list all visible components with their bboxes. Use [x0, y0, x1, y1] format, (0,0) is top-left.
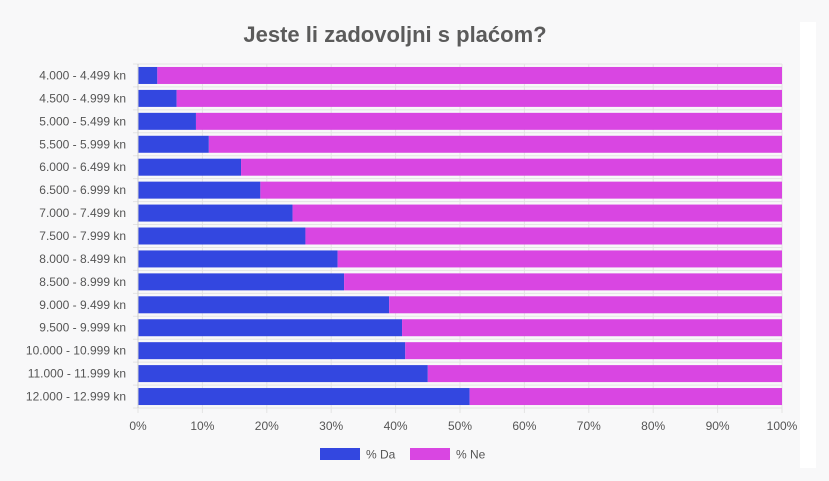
x-tick-label: 80%	[641, 419, 665, 433]
bar-da	[138, 66, 158, 84]
x-tick-label: 20%	[255, 419, 279, 433]
legend[interactable]: % Da % Ne	[320, 448, 486, 462]
y-tick-label: 4.500 - 4.999 kn	[39, 91, 126, 105]
axis-layer: 0% 10% 20% 30% 40% 50% 60% 70% 80% 90% 100% 4.000 -…	[26, 64, 798, 433]
bar-ne	[402, 319, 782, 337]
bar-da	[138, 158, 242, 176]
bar-ne	[427, 365, 782, 383]
bar-ne	[344, 273, 782, 291]
bar-ne	[208, 135, 783, 153]
bar-da	[138, 365, 428, 383]
bar-ne	[292, 204, 782, 222]
bar-ne	[405, 342, 782, 360]
y-tick-label: 8.000 - 8.499 kn	[39, 252, 126, 266]
y-tick-label: 10.000 - 10.999 kn	[26, 344, 126, 358]
bar-da	[138, 181, 261, 199]
y-tick-label: 5.000 - 5.499 kn	[39, 114, 126, 128]
x-tick-label: 10%	[190, 419, 214, 433]
bar-da	[138, 250, 338, 268]
bar-ne	[469, 388, 782, 406]
y-tick-label: 8.500 - 8.999 kn	[39, 275, 126, 289]
y-tick-label: 6.000 - 6.499 kn	[39, 160, 126, 174]
y-tick-label: 11.000 - 11.999 kn	[28, 367, 126, 381]
x-tick-label: 0%	[129, 419, 147, 433]
y-tick-label: 12.000 - 12.999 kn	[26, 390, 126, 404]
legend-label: % Da	[366, 448, 396, 462]
x-tick-label: 100%	[767, 419, 798, 433]
x-tick-label: 90%	[706, 419, 730, 433]
y-tick-label: 4.000 - 4.499 kn	[39, 68, 126, 82]
bar-da	[138, 112, 196, 130]
bar-ne	[305, 227, 782, 245]
x-tick-label: 60%	[512, 419, 536, 433]
x-tick-label: 40%	[384, 419, 408, 433]
bar-da	[138, 135, 209, 153]
x-tick-label: 30%	[319, 419, 343, 433]
y-tick-label: 6.500 - 6.999 kn	[39, 183, 126, 197]
y-tick-label: 7.000 - 7.499 kn	[39, 206, 126, 220]
bars-layer	[138, 66, 783, 406]
bar-ne	[176, 89, 782, 107]
x-tick-label: 50%	[448, 419, 472, 433]
legend-swatch	[320, 448, 360, 460]
legend-swatch	[410, 448, 450, 460]
bar-ne	[337, 250, 782, 268]
bar-da	[138, 227, 306, 245]
bar-ne	[195, 112, 782, 130]
bar-da	[138, 296, 390, 314]
bar-da	[138, 204, 293, 222]
legend-label: % Ne	[456, 448, 486, 462]
bar-ne	[241, 158, 783, 176]
bar-da	[138, 342, 406, 360]
bar-da	[138, 273, 345, 291]
bar-da	[138, 388, 470, 406]
y-tick-label: 9.500 - 9.999 kn	[39, 321, 126, 335]
bar-ne	[157, 66, 782, 84]
bar-ne	[389, 296, 782, 314]
bar-da	[138, 89, 177, 107]
chart-title: Jeste li zadovoljni s plaćom?	[243, 22, 547, 47]
scrollbar-track[interactable]	[800, 22, 816, 468]
bar-ne	[260, 181, 782, 199]
y-tick-label: 9.000 - 9.499 kn	[39, 298, 126, 312]
x-tick-label: 70%	[577, 419, 601, 433]
y-tick-label: 5.500 - 5.999 kn	[39, 137, 126, 151]
bar-da	[138, 319, 403, 337]
y-tick-label: 7.500 - 7.999 kn	[39, 229, 126, 243]
